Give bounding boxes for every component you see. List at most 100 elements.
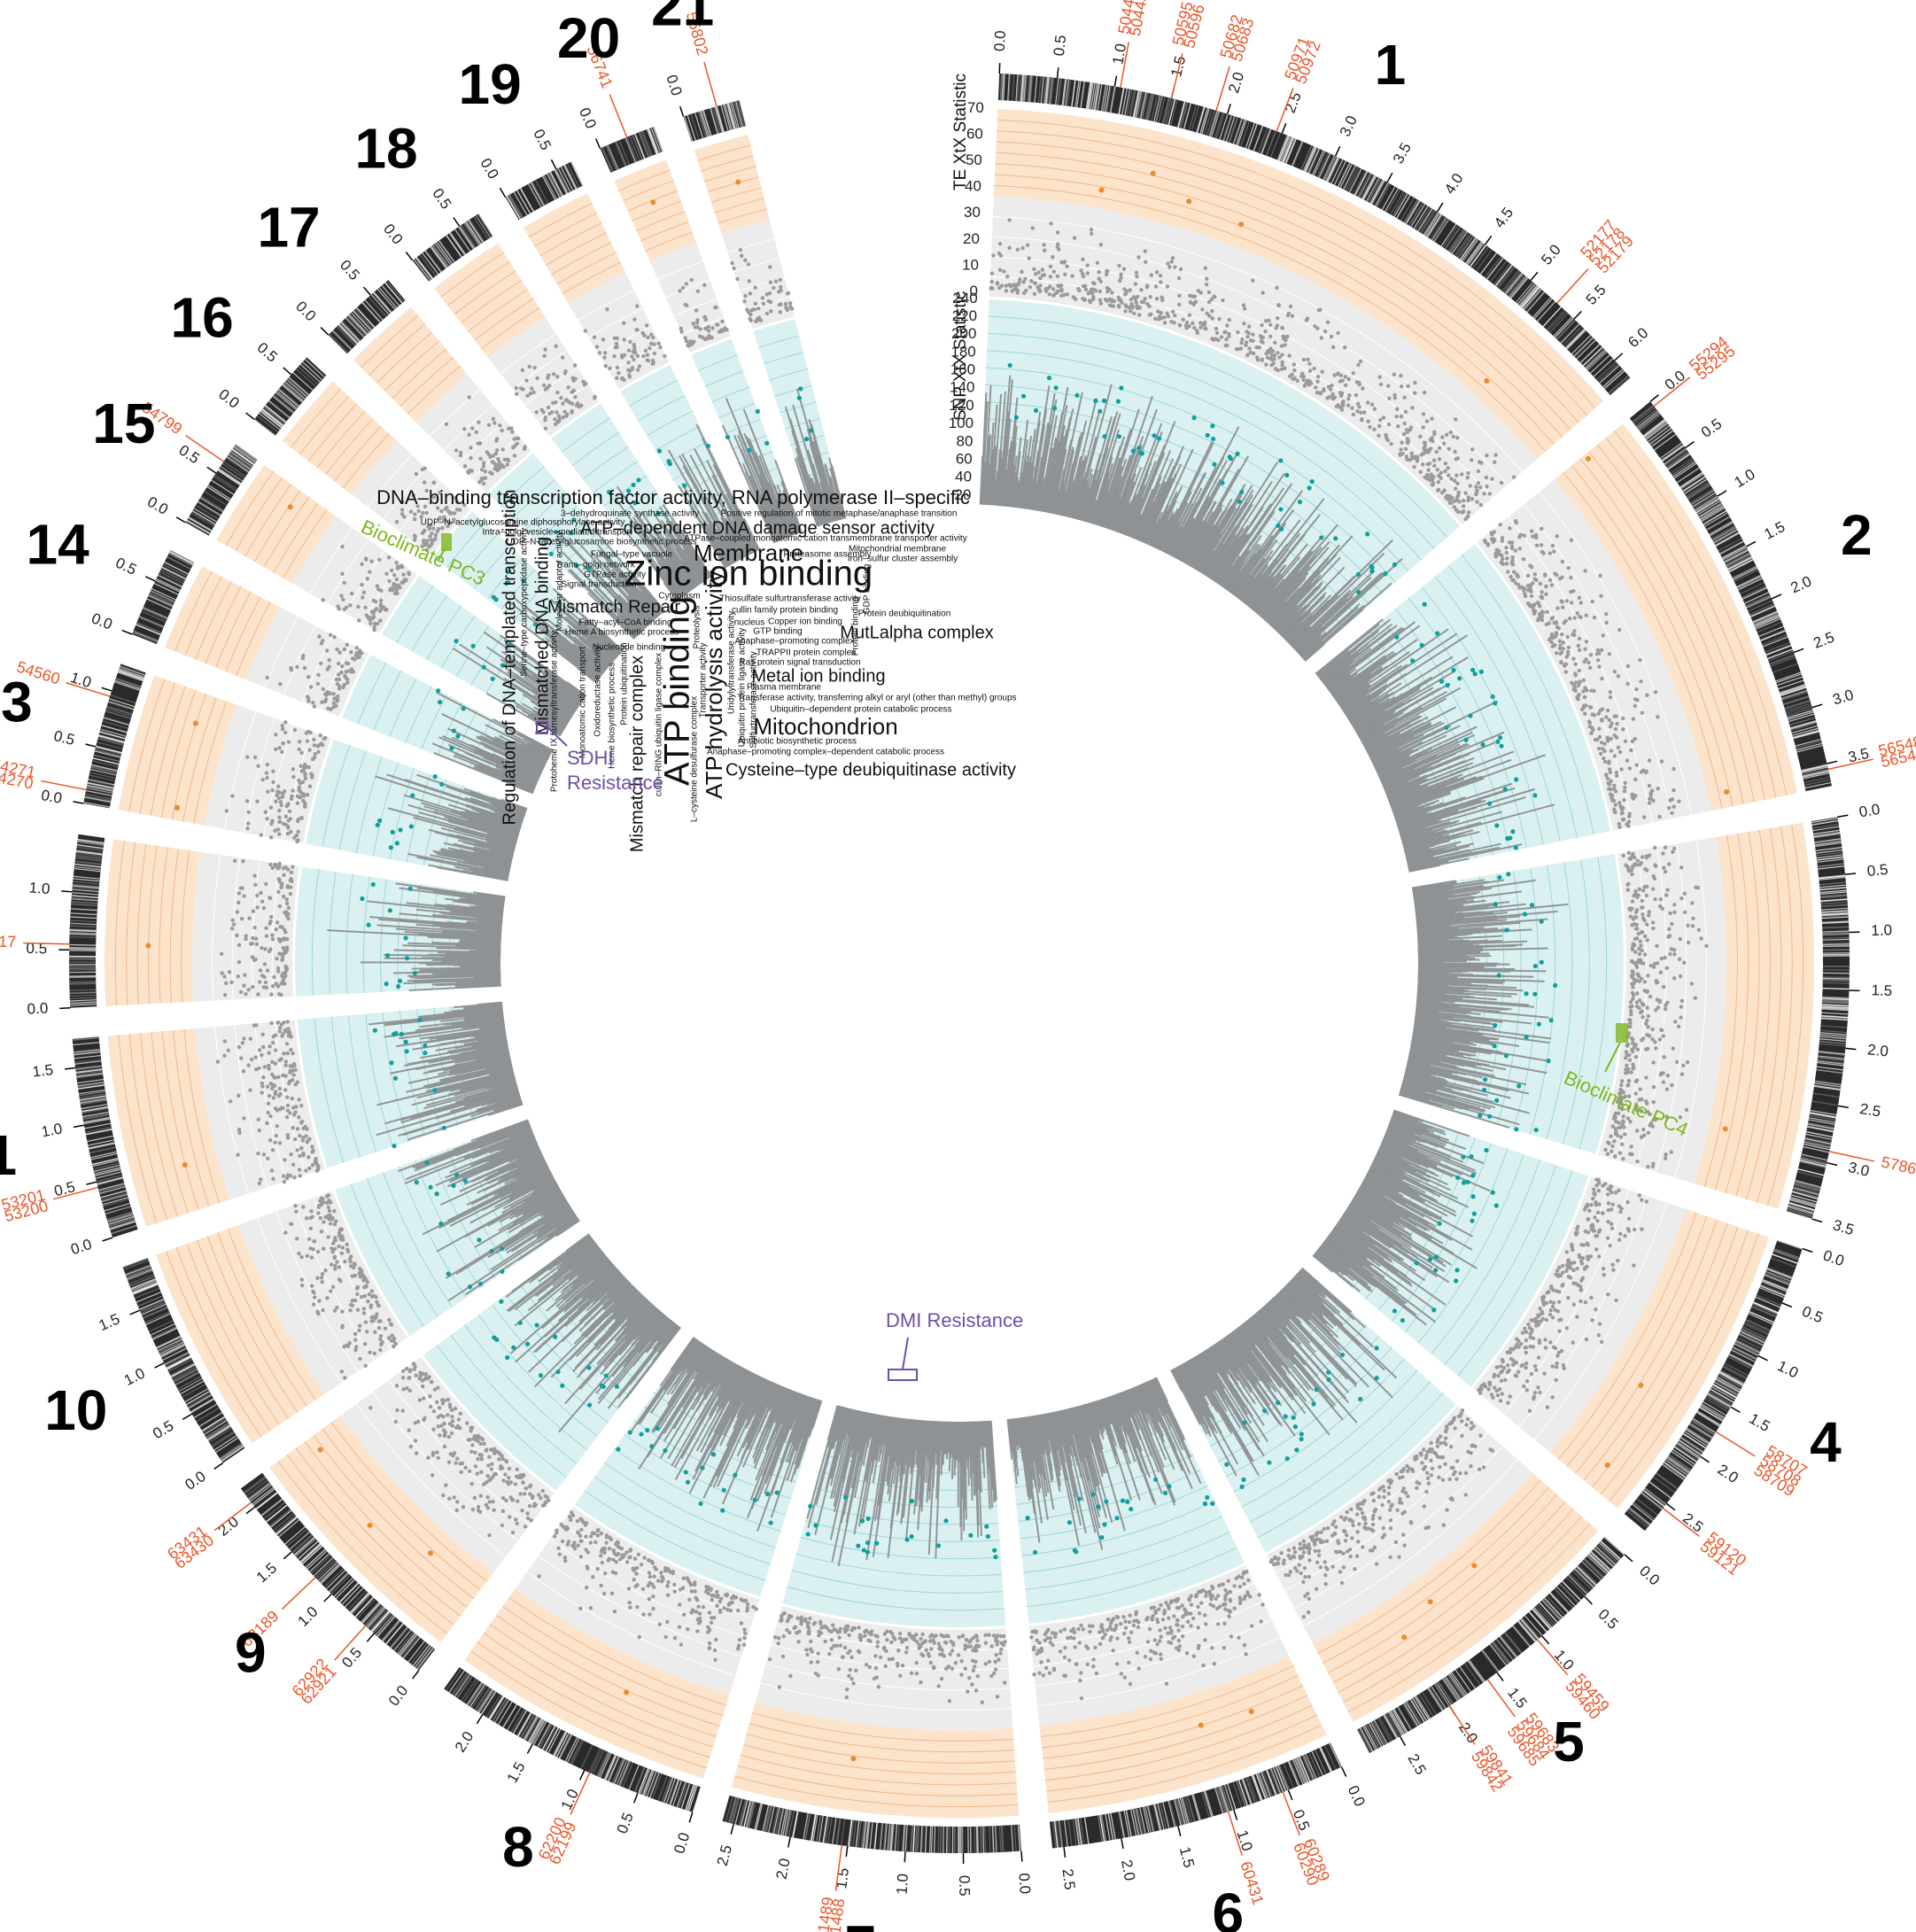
tick-label: 2.5 xyxy=(714,1843,735,1868)
te-xtx-low-points xyxy=(1603,845,1709,1169)
tick-label: 1.5 xyxy=(1176,1845,1198,1870)
grey-track-band xyxy=(340,1356,555,1573)
go-term-word: Mismatched DNA binding xyxy=(532,537,552,736)
go-term-word: Cytoplasm xyxy=(658,592,700,601)
te-outlier-point xyxy=(850,1756,857,1762)
snp-points xyxy=(548,517,666,640)
chromosome-3: 0.00.51.01.52.02.53.03.5578633 xyxy=(1398,801,1916,1238)
go-term-word: Transporter activity xyxy=(699,643,709,718)
go-term-word: Protein binding xyxy=(851,597,861,656)
snp-points xyxy=(805,1405,998,1567)
go-term-word: MutLalpha complex xyxy=(840,623,993,642)
chromosome-1: 0.0 0.5 1.0 1.5 2.0 2.5 3.0 3.5 4.0 4.5 5.0 5.5 6.0 5… xyxy=(979,0,1651,662)
dmi-marker xyxy=(888,1369,918,1381)
tick-label: 1.0 xyxy=(40,1120,64,1140)
te-outlier-point xyxy=(1724,788,1730,795)
karyotype-band xyxy=(83,663,146,809)
te-xtx-high-points xyxy=(1604,1382,1644,1469)
te-track-band xyxy=(1549,1208,1769,1509)
karyotype-band xyxy=(68,834,105,1008)
chromosome-label: 7 xyxy=(845,1913,877,1932)
snp-axis-tick: 220 xyxy=(952,307,977,324)
te-xtx-low-points xyxy=(1483,518,1681,829)
karyotype-band xyxy=(412,213,493,282)
go-term-word: Oxidoreductase activity xyxy=(593,645,603,736)
chromosome-label: 1 xyxy=(1375,33,1407,97)
grey-track-band xyxy=(488,316,600,437)
tick-label: 1.0 xyxy=(1732,466,1758,492)
karyotype-band xyxy=(1786,817,1850,1220)
te-xtx-low-points xyxy=(224,720,328,844)
tick-label: 0.0 xyxy=(385,1682,411,1709)
karyotype-band xyxy=(505,161,584,221)
snp-axis-tick: 200 xyxy=(951,325,976,342)
te-axis-tick: 70 xyxy=(967,99,984,116)
tick-label: 2.0 xyxy=(1225,70,1247,95)
snp-axis-title: SNP XtX Statistic xyxy=(951,291,970,421)
tick-label: 0.0 xyxy=(89,609,115,632)
go-term-word: Heme biosynthetic process xyxy=(608,663,617,769)
tick-label: 1.5 xyxy=(1871,982,1892,999)
te-axis-tick: 20 xyxy=(963,230,980,247)
tick-label: 0.0 xyxy=(27,1000,49,1018)
track-gridlines xyxy=(175,570,539,788)
snp-axis-tick: 100 xyxy=(949,415,974,431)
go-term-word: L–cysteine desulfurase complex xyxy=(690,696,700,822)
chromosome-label: 16 xyxy=(171,285,234,349)
tick-label: 1.5 xyxy=(253,1559,280,1586)
te-xtx-low-points xyxy=(514,344,597,431)
tick-label: 3.5 xyxy=(1831,1216,1856,1238)
tick-label: 3.0 xyxy=(1337,113,1361,139)
chromosome-7: 0.00.51.01.52.02.561488614897 xyxy=(714,1405,1034,1932)
tick-label: 0.5 xyxy=(1698,415,1725,441)
grey-track-band xyxy=(415,374,531,493)
tick-label: 0.5 xyxy=(1051,35,1069,58)
tick-label: 2.0 xyxy=(1455,1719,1481,1746)
tick-label: 4.0 xyxy=(1441,170,1467,197)
te-track-band xyxy=(614,159,696,261)
tick-label: 0.0 xyxy=(663,73,685,97)
tick-label: 0.0 xyxy=(144,493,171,518)
grey-track-band xyxy=(568,272,670,390)
tick-label: 1.0 xyxy=(1109,43,1129,66)
te-xtx-low-points xyxy=(265,632,364,711)
go-term-word: Ubiquitin protein ligase activity xyxy=(738,628,748,748)
te-track-band xyxy=(156,1224,325,1444)
te-xtx-high-points xyxy=(145,943,151,949)
karyotype-band xyxy=(444,1667,701,1812)
te-id-label: 57863 xyxy=(1880,1153,1916,1180)
te-annotations: 57863 xyxy=(1829,1151,1916,1180)
te-track-band xyxy=(434,243,546,358)
te-axis-tick: 50 xyxy=(966,151,982,168)
go-term-word: 3–dehydroquinate synthase activity xyxy=(561,509,699,519)
go-term-word: Sulfurtransferase activity xyxy=(749,651,759,749)
te-xtx-high-points xyxy=(650,199,656,206)
go-term-word: UDP–N–acetylglucosamine biosynthetic pro… xyxy=(506,538,696,547)
go-term-word: ATPase–coupled monoatomic cation transme… xyxy=(684,534,966,544)
tick-label: 0.0 xyxy=(380,221,407,247)
tick-label: 1.0 xyxy=(1774,1357,1801,1381)
te-xtx-low-points xyxy=(678,277,729,348)
go-term-word: Protein deubiquitination xyxy=(858,609,951,619)
snp-axis-tick: 140 xyxy=(950,379,974,396)
te-axis-title: TE XtX Statistic xyxy=(951,74,970,190)
tick-label: 0.5 xyxy=(1594,1606,1621,1633)
karyotype-band xyxy=(997,74,1631,396)
tick-label: 0.0 xyxy=(1821,1247,1846,1270)
te-xtx-high-points xyxy=(1585,455,1730,795)
tick-label: 2.5 xyxy=(1858,1100,1881,1121)
te-axis-tick: 0 xyxy=(970,283,978,299)
te-outlier-point xyxy=(1471,1563,1478,1569)
go-term-word: ATP binding xyxy=(658,596,697,786)
karyotype-band xyxy=(1357,1536,1625,1754)
pc4-marker xyxy=(1616,1023,1628,1043)
chromosome-5: 0.00.51.01.52.02.55945959460596835968459… xyxy=(1170,1267,1663,1795)
te-track-band xyxy=(1694,822,1814,1209)
